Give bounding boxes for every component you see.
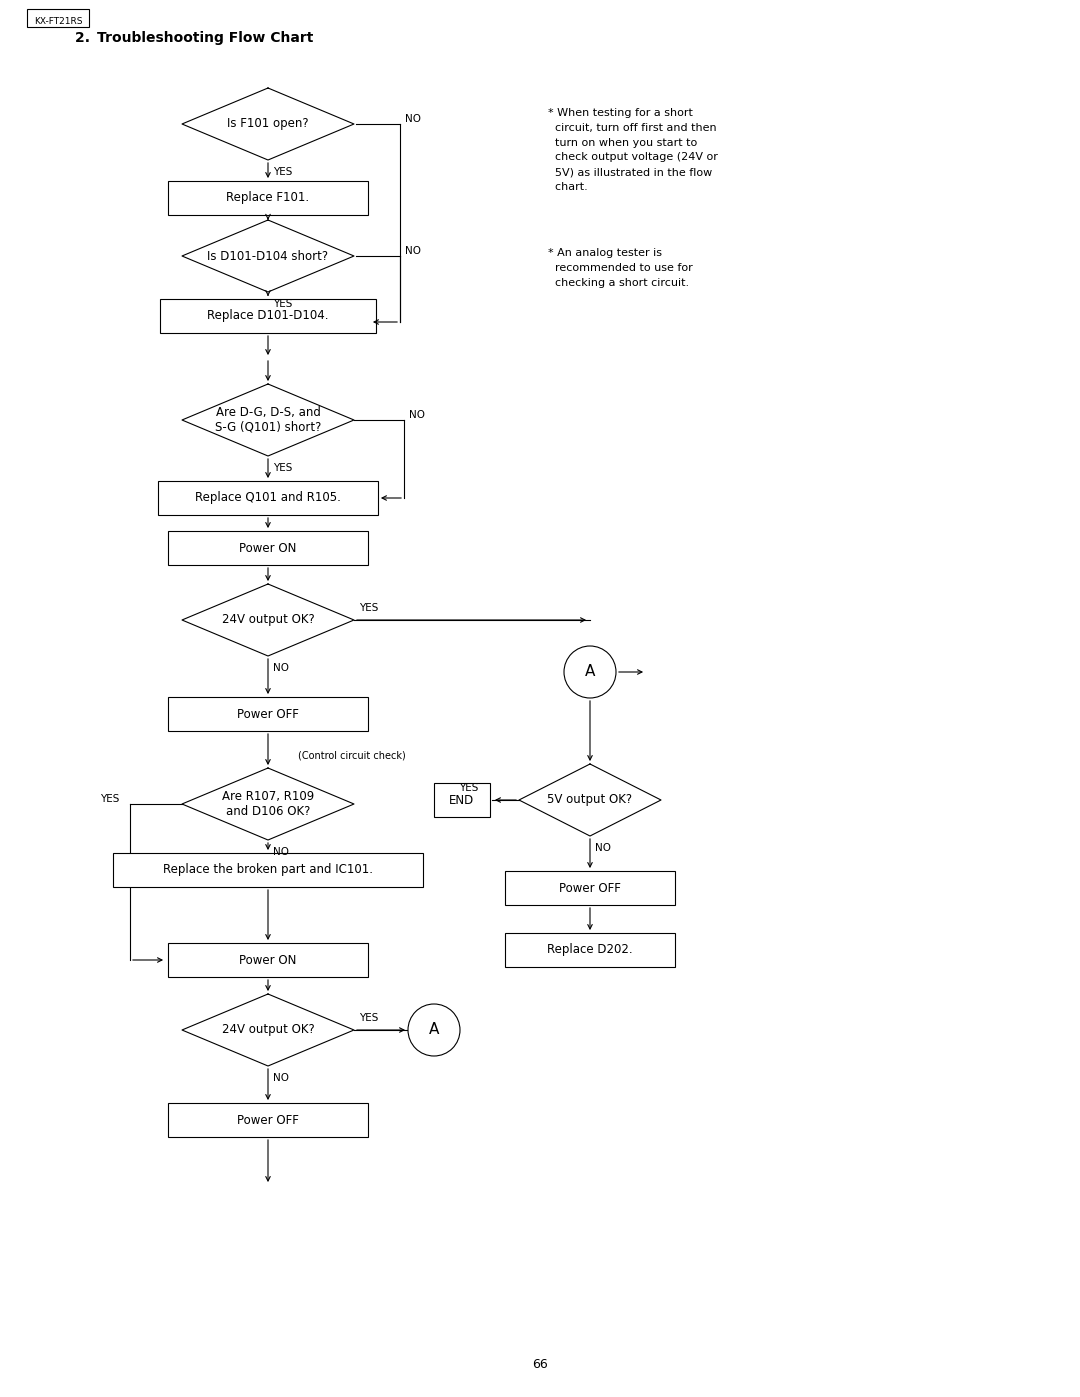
Text: YES: YES: [359, 1013, 378, 1023]
Text: 5V output OK?: 5V output OK?: [548, 793, 633, 806]
Text: NO: NO: [273, 847, 289, 856]
Text: NO: NO: [273, 1073, 289, 1083]
Text: A: A: [584, 665, 595, 679]
Text: YES: YES: [273, 168, 293, 177]
Text: KX-FT21RS: KX-FT21RS: [33, 18, 82, 27]
Text: Replace D101-D104.: Replace D101-D104.: [207, 310, 328, 323]
Text: NO: NO: [405, 246, 421, 256]
Text: YES: YES: [459, 782, 478, 793]
Bar: [434, 782, 490, 817]
Bar: [168, 1104, 368, 1137]
Text: * An analog tester is
  recommended to use for
  checking a short circuit.: * An analog tester is recommended to use…: [548, 249, 692, 288]
Text: 24V output OK?: 24V output OK?: [221, 613, 314, 626]
Text: 66: 66: [532, 1358, 548, 1372]
Text: YES: YES: [273, 299, 293, 309]
Text: A: A: [429, 1023, 440, 1038]
Text: Is D101-D104 short?: Is D101-D104 short?: [207, 250, 328, 263]
Text: Are R107, R109
and D106 OK?: Are R107, R109 and D106 OK?: [221, 789, 314, 819]
Bar: [505, 933, 675, 967]
Text: Power OFF: Power OFF: [238, 1113, 299, 1126]
Bar: [168, 531, 368, 564]
Text: (Control circuit check): (Control circuit check): [298, 752, 406, 761]
Bar: [505, 870, 675, 905]
Bar: [168, 943, 368, 977]
Bar: [27, 8, 89, 27]
Text: 24V output OK?: 24V output OK?: [221, 1024, 314, 1037]
Text: Replace D202.: Replace D202.: [548, 943, 633, 957]
Text: NO: NO: [405, 115, 421, 124]
Text: 2. Troubleshooting Flow Chart: 2. Troubleshooting Flow Chart: [75, 31, 313, 45]
Text: YES: YES: [273, 462, 293, 474]
Text: Power ON: Power ON: [240, 542, 297, 555]
Circle shape: [564, 645, 616, 698]
Text: Replace F101.: Replace F101.: [227, 191, 310, 204]
Text: NO: NO: [409, 409, 426, 420]
Bar: [168, 182, 368, 215]
Text: Power OFF: Power OFF: [559, 882, 621, 894]
Bar: [168, 697, 368, 731]
Text: Power ON: Power ON: [240, 954, 297, 967]
Text: NO: NO: [595, 842, 611, 854]
Text: YES: YES: [100, 793, 120, 805]
Bar: [113, 854, 423, 887]
Bar: [158, 481, 378, 515]
Text: Replace the broken part and IC101.: Replace the broken part and IC101.: [163, 863, 373, 876]
Text: Is F101 open?: Is F101 open?: [227, 117, 309, 130]
Text: Replace Q101 and R105.: Replace Q101 and R105.: [195, 492, 341, 504]
Text: Power OFF: Power OFF: [238, 707, 299, 721]
Text: NO: NO: [273, 664, 289, 673]
Bar: [160, 299, 376, 332]
Text: Are D-G, D-S, and
S-G (Q101) short?: Are D-G, D-S, and S-G (Q101) short?: [215, 407, 321, 434]
Text: END: END: [449, 793, 474, 806]
Text: * When testing for a short
  circuit, turn off first and then
  turn on when you: * When testing for a short circuit, turn…: [548, 108, 718, 191]
Text: YES: YES: [359, 604, 378, 613]
Circle shape: [408, 1004, 460, 1056]
